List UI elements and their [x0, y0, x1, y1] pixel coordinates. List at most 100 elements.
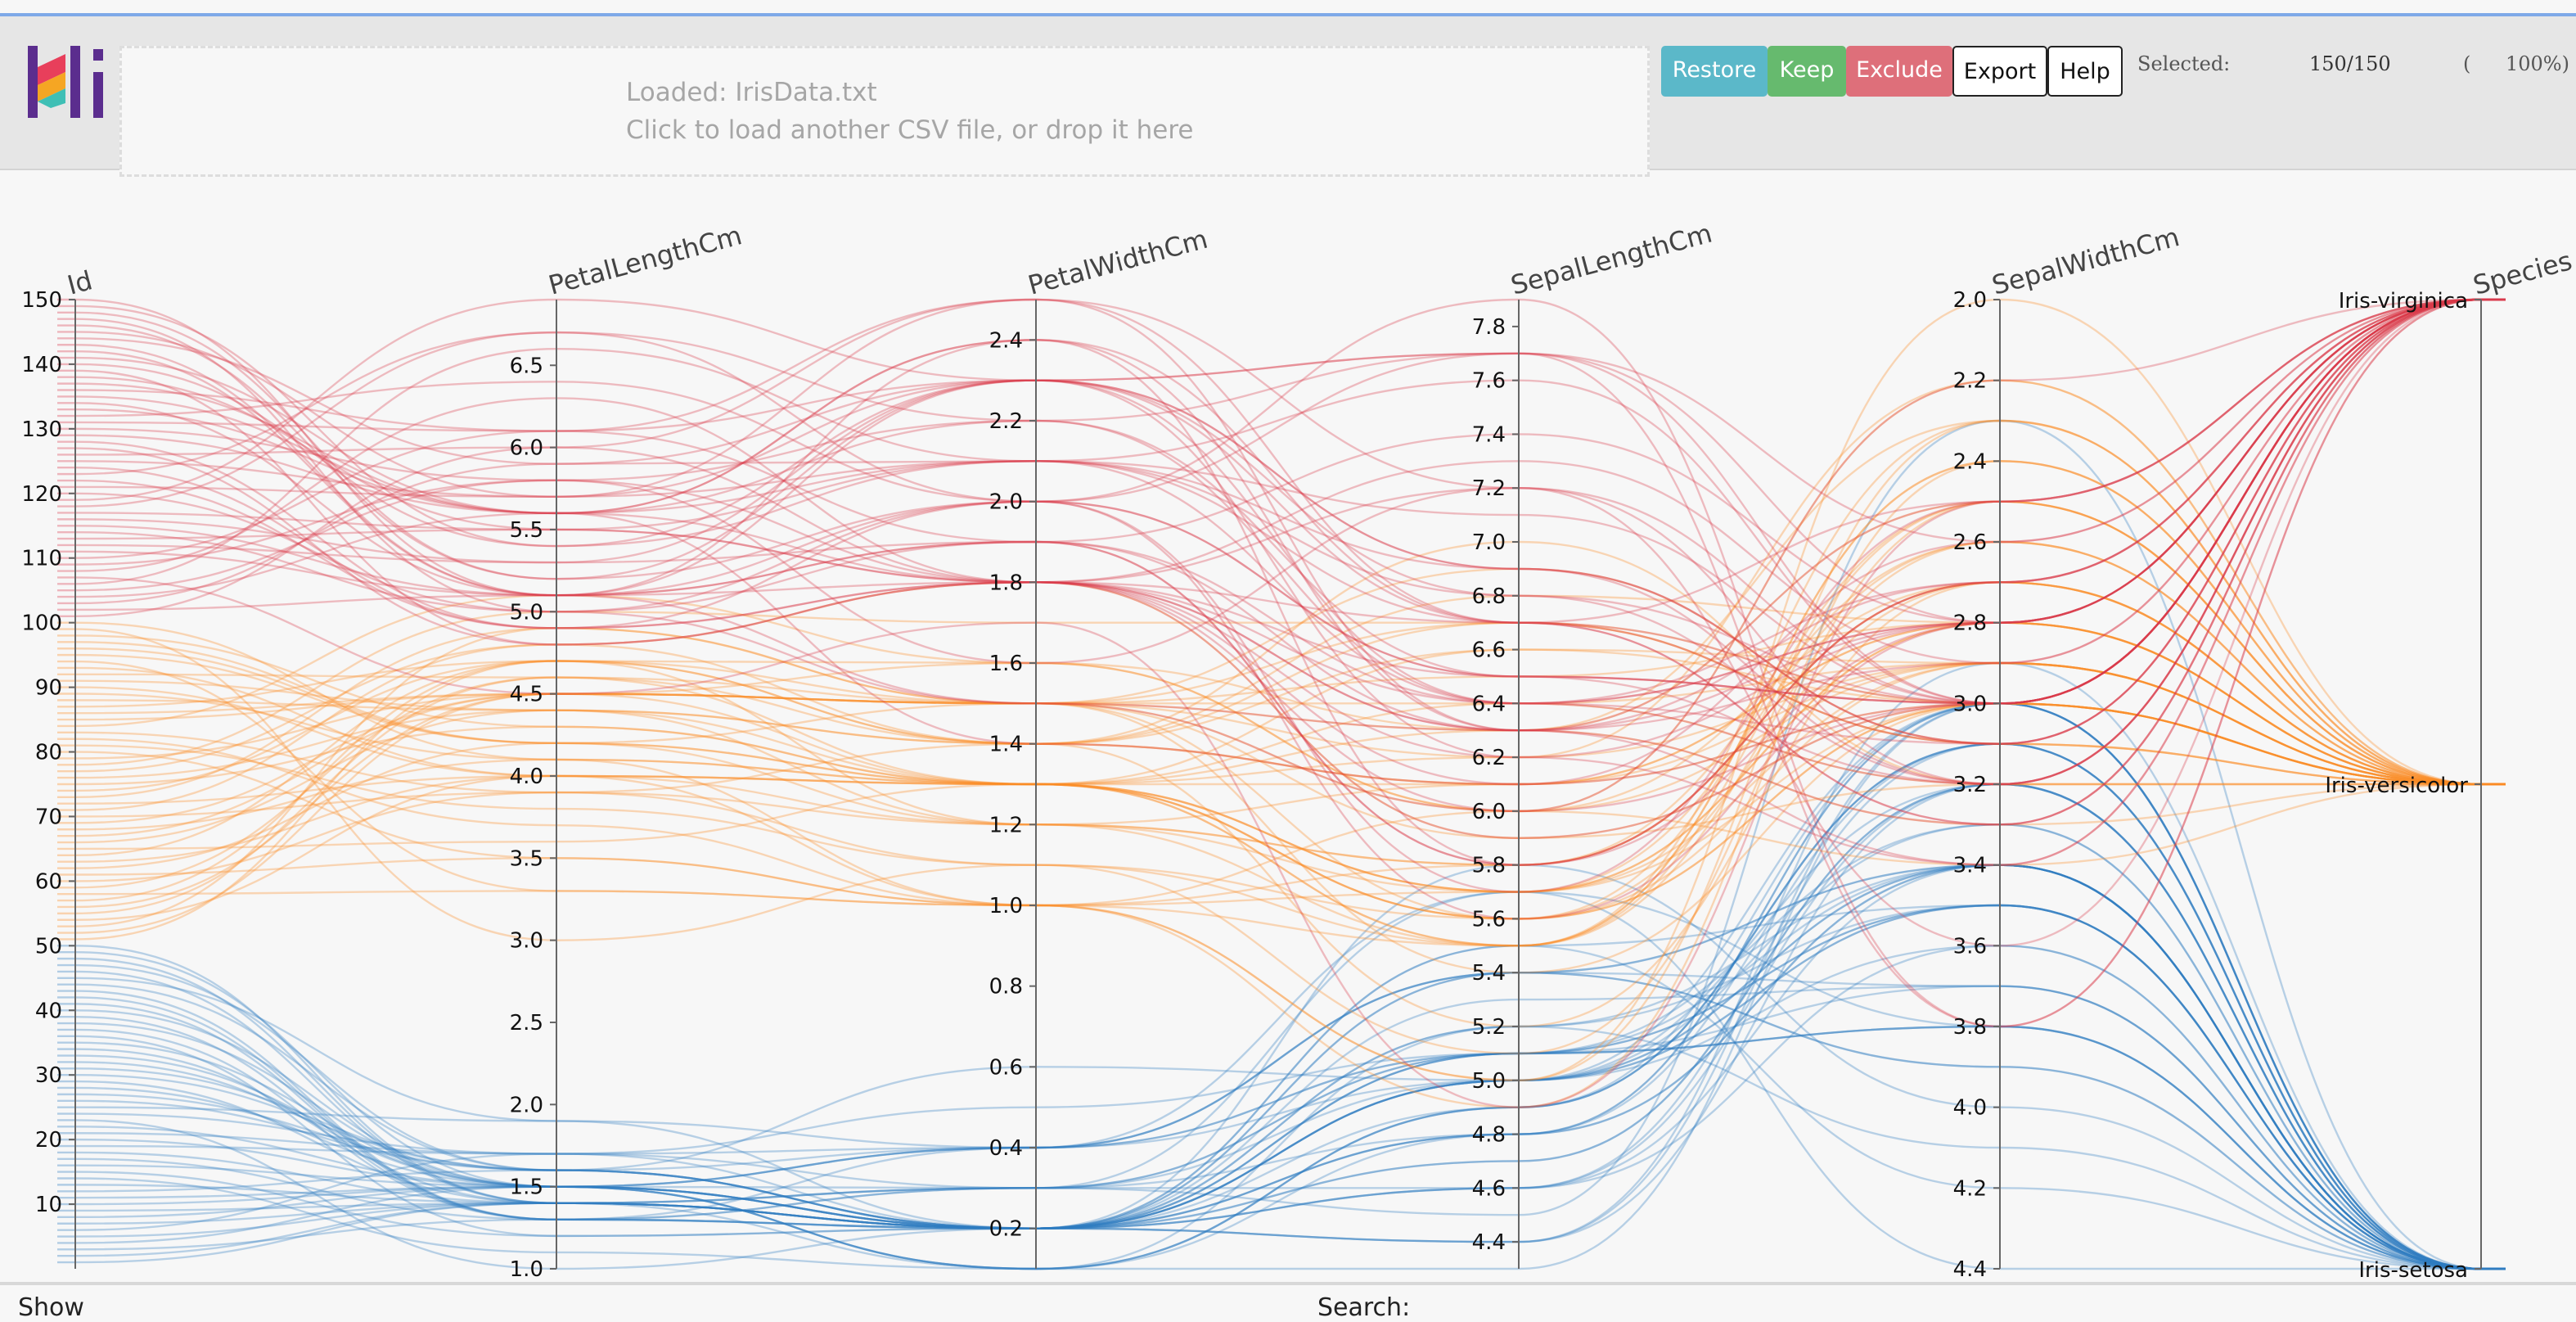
- data-line[interactable]: [74, 298, 2482, 624]
- axis-title[interactable]: SepalLengthCm: [1507, 218, 1715, 301]
- data-line[interactable]: [74, 661, 2482, 813]
- data-line[interactable]: [74, 660, 2482, 902]
- data-line[interactable]: [74, 742, 2482, 1270]
- data-line[interactable]: [74, 783, 2482, 1270]
- data-line[interactable]: [74, 891, 2482, 1270]
- data-line[interactable]: [74, 823, 2482, 1270]
- data-line[interactable]: [74, 647, 2482, 893]
- data-line[interactable]: [74, 864, 2482, 1270]
- data-line[interactable]: [74, 891, 2481, 1270]
- data-line[interactable]: [74, 379, 2482, 824]
- keep-button[interactable]: Keep: [1768, 46, 1846, 97]
- data-line[interactable]: [74, 823, 2482, 1270]
- data-line[interactable]: [74, 864, 2482, 1270]
- data-line[interactable]: [74, 298, 2482, 786]
- data-line[interactable]: [74, 693, 2482, 974]
- data-line[interactable]: [74, 661, 2482, 866]
- data-line[interactable]: [74, 581, 2482, 920]
- file-drop-zone[interactable]: Loaded: IrisData.txt Click to load anoth…: [119, 46, 1650, 177]
- data-line[interactable]: [74, 500, 2482, 1055]
- data-line[interactable]: [74, 904, 2482, 1270]
- data-line[interactable]: [74, 298, 2482, 732]
- show-label[interactable]: Show: [18, 1293, 84, 1322]
- data-line[interactable]: [74, 702, 2482, 1270]
- data-line[interactable]: [74, 904, 2482, 1270]
- data-line[interactable]: [74, 693, 2481, 934]
- data-line[interactable]: [74, 621, 2482, 826]
- data-line[interactable]: [74, 419, 2482, 947]
- data-line[interactable]: [74, 783, 2482, 1270]
- data-line[interactable]: [74, 864, 2482, 1270]
- data-line[interactable]: [74, 693, 2482, 920]
- data-line[interactable]: [74, 500, 2482, 920]
- data-line[interactable]: [74, 693, 2482, 920]
- data-line[interactable]: [74, 985, 2482, 1270]
- data-line[interactable]: [74, 567, 2482, 927]
- data-line[interactable]: [74, 298, 2482, 705]
- data-line[interactable]: [74, 298, 2482, 786]
- data-line[interactable]: [74, 702, 2482, 869]
- data-line[interactable]: [74, 702, 2482, 1270]
- data-line[interactable]: [74, 298, 2482, 705]
- axis-title[interactable]: PetalLengthCm: [545, 219, 745, 301]
- data-line[interactable]: [74, 972, 2482, 1270]
- data-line[interactable]: [74, 298, 2482, 893]
- data-line[interactable]: [74, 500, 2482, 947]
- data-line[interactable]: [74, 298, 2482, 705]
- data-line[interactable]: [74, 661, 2482, 920]
- data-line[interactable]: [74, 298, 2482, 705]
- parallel-coordinates-chart[interactable]: Id 10 20 30 40 50 60 70 80 90 100 110 120 130 140 150 Pe…: [0, 170, 2576, 1280]
- data-line[interactable]: [74, 581, 2482, 907]
- data-line[interactable]: [74, 660, 2482, 857]
- data-line[interactable]: [74, 298, 2482, 866]
- data-line[interactable]: [74, 298, 2482, 745]
- data-line[interactable]: [74, 460, 2482, 947]
- data-line[interactable]: [74, 864, 2482, 1270]
- data-line[interactable]: [74, 742, 2482, 1270]
- data-line[interactable]: [74, 298, 2482, 745]
- data-line[interactable]: [74, 904, 2482, 1270]
- data-line[interactable]: [74, 298, 2482, 705]
- data-line[interactable]: [74, 298, 2482, 839]
- data-line[interactable]: [74, 540, 2482, 907]
- data-line[interactable]: [74, 702, 2482, 1270]
- data-line[interactable]: [74, 540, 2482, 866]
- data-line[interactable]: [74, 742, 2482, 1270]
- data-line[interactable]: [74, 298, 2482, 624]
- data-line[interactable]: [74, 783, 2482, 1270]
- data-line[interactable]: [74, 702, 2482, 1270]
- data-line[interactable]: [74, 864, 2482, 1270]
- data-line[interactable]: [74, 621, 2482, 893]
- data-line[interactable]: [74, 298, 2482, 732]
- data-line[interactable]: [74, 634, 2482, 786]
- data-line[interactable]: [74, 419, 2482, 786]
- data-line[interactable]: [74, 951, 2482, 1270]
- data-line[interactable]: [74, 904, 2482, 1270]
- data-line[interactable]: [74, 611, 2482, 786]
- data-line[interactable]: [74, 864, 2482, 1270]
- data-line[interactable]: [74, 298, 2482, 665]
- data-line[interactable]: [74, 298, 2482, 759]
- data-line[interactable]: [74, 963, 2482, 1270]
- data-line[interactable]: [74, 298, 2482, 826]
- data-line[interactable]: [74, 673, 2482, 786]
- data-line[interactable]: [74, 783, 2482, 1270]
- data-line[interactable]: [74, 977, 2482, 1270]
- data-line[interactable]: [74, 540, 2481, 941]
- data-line[interactable]: [74, 298, 2482, 705]
- data-line[interactable]: [74, 298, 2482, 920]
- data-line[interactable]: [74, 648, 2482, 889]
- data-line[interactable]: [74, 783, 2482, 1270]
- data-line[interactable]: [74, 581, 2482, 866]
- axis-title[interactable]: SepalWidthCm: [1988, 221, 2182, 301]
- data-line[interactable]: [74, 298, 2482, 826]
- data-line[interactable]: [74, 298, 2482, 705]
- data-line[interactable]: [74, 500, 2482, 798]
- data-line[interactable]: [74, 298, 2482, 1108]
- data-line[interactable]: [74, 972, 2482, 1270]
- data-line[interactable]: [74, 298, 2482, 705]
- data-line[interactable]: [74, 298, 2482, 866]
- help-button[interactable]: Help: [2047, 46, 2123, 97]
- exclude-button[interactable]: Exclude: [1846, 46, 1952, 97]
- data-line[interactable]: [74, 864, 2482, 1270]
